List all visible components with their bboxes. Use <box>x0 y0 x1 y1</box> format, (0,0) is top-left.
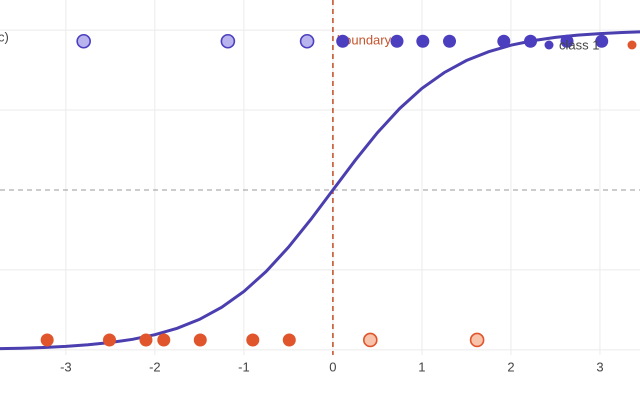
point <box>336 34 350 48</box>
point <box>139 333 153 347</box>
point <box>416 34 430 48</box>
x-tick-label: 1 <box>418 359 425 374</box>
legend-marker <box>544 40 554 50</box>
point <box>193 333 207 347</box>
misclassified-point <box>76 33 91 49</box>
misclassified-point <box>362 332 378 348</box>
point <box>443 34 457 48</box>
x-tick-label: -2 <box>149 359 161 374</box>
misclassified-point <box>220 33 236 49</box>
y-axis-title: c) <box>0 29 9 44</box>
misclassified-point <box>469 332 485 348</box>
point <box>282 333 296 347</box>
point <box>102 333 116 347</box>
x-tick-label: -1 <box>238 359 250 374</box>
point <box>40 333 54 347</box>
point <box>595 34 609 48</box>
x-tick-label: 3 <box>596 359 603 374</box>
x-tick-label: -3 <box>60 359 72 374</box>
legend-label: class 1 <box>559 37 599 52</box>
boundary-annotation: boundary <box>337 32 392 47</box>
point <box>390 34 404 48</box>
point <box>246 333 260 347</box>
point <box>157 333 171 347</box>
misclassified-point <box>299 33 315 49</box>
x-tick-label: 2 <box>507 359 514 374</box>
point <box>497 34 511 48</box>
x-tick-label: 0 <box>329 359 336 374</box>
point <box>524 34 538 48</box>
point <box>560 34 574 48</box>
legend-marker <box>627 40 637 50</box>
